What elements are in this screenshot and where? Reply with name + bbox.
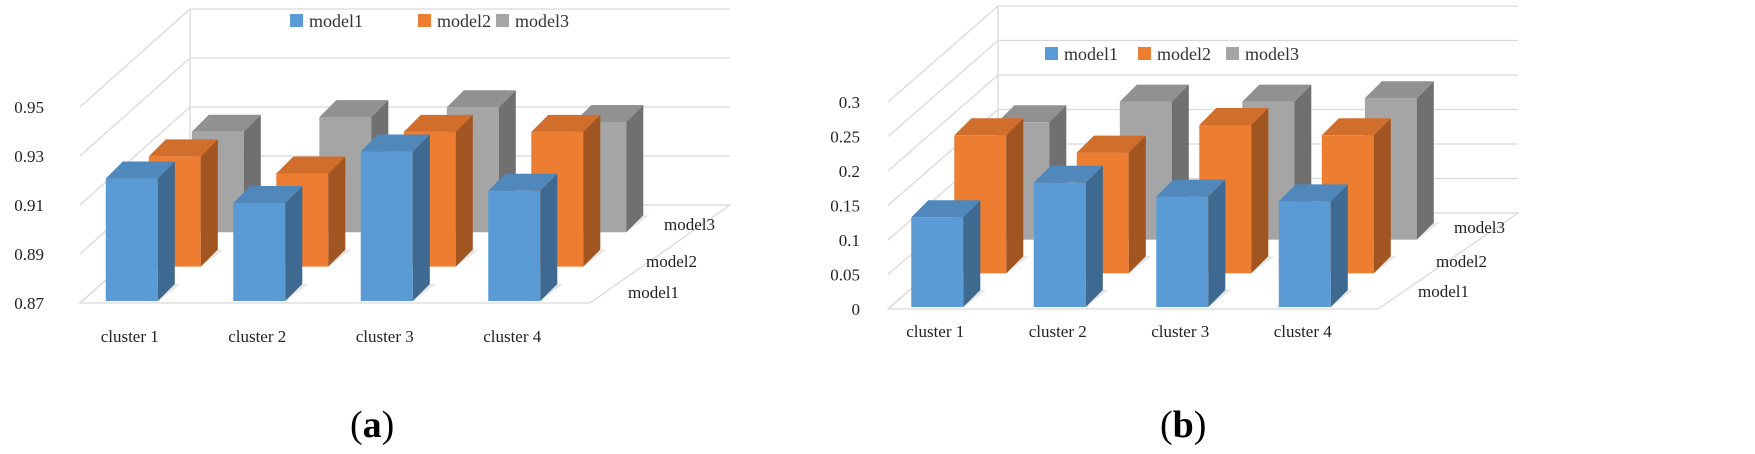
bars bbox=[911, 81, 1440, 307]
chart-b: 0 0.05 0.1 0.15 0.2 0.25 0.3 cluster 1 cluster 2… bbox=[830, 5, 1521, 341]
legend-label: model1 bbox=[309, 11, 363, 31]
depth-axis-label: model3 bbox=[1454, 218, 1505, 237]
legend-swatch bbox=[290, 14, 303, 27]
legend-swatch bbox=[496, 14, 509, 27]
x-category-label: cluster 2 bbox=[228, 327, 286, 346]
y-tick-label: 0.89 bbox=[14, 245, 44, 264]
y-tick-label: 0.25 bbox=[830, 128, 860, 147]
y-tick-label: 0.05 bbox=[830, 266, 860, 285]
y-tick-label: 0.87 bbox=[14, 294, 44, 313]
bar-model1-cluster-2 bbox=[1033, 165, 1109, 307]
bar-model1-cluster-3 bbox=[1156, 179, 1232, 307]
legend-swatch bbox=[1045, 47, 1058, 60]
bar-model1-cluster-1 bbox=[911, 200, 987, 307]
legend-label: model3 bbox=[515, 11, 569, 31]
x-category-label: cluster 4 bbox=[1274, 322, 1333, 341]
bar-model1-cluster-4 bbox=[1278, 184, 1354, 307]
bar-model1-cluster-1 bbox=[105, 161, 181, 301]
legend-swatch bbox=[1138, 47, 1151, 60]
y-tick-label: 0.3 bbox=[839, 93, 860, 112]
legend: model1 model2 model3 bbox=[1045, 44, 1299, 64]
bars bbox=[105, 90, 650, 301]
y-tick-label: 0.95 bbox=[14, 98, 44, 117]
legend-swatch bbox=[418, 14, 431, 27]
legend-label: model3 bbox=[1245, 44, 1299, 64]
y-tick-label: 0.91 bbox=[14, 196, 44, 215]
depth-axis-label: model2 bbox=[1436, 252, 1487, 271]
panel-label-a: (a) bbox=[350, 404, 395, 446]
y-tick-label: 0.15 bbox=[830, 197, 860, 216]
x-category-label: cluster 3 bbox=[1151, 322, 1209, 341]
bar-model1-cluster-3 bbox=[360, 134, 436, 301]
panel-label-b: (b) bbox=[1160, 404, 1207, 446]
legend-label: model2 bbox=[1157, 44, 1211, 64]
y-tick-label: 0.93 bbox=[14, 147, 44, 166]
legend-label: model1 bbox=[1064, 44, 1118, 64]
x-category-label: cluster 2 bbox=[1029, 322, 1087, 341]
bar-model1-cluster-2 bbox=[233, 186, 309, 301]
x-category-label: cluster 1 bbox=[906, 322, 964, 341]
y-tick-label: 0 bbox=[852, 300, 861, 319]
legend-label: model2 bbox=[437, 11, 491, 31]
x-category-label: cluster 1 bbox=[101, 327, 159, 346]
depth-axis-label: model1 bbox=[1418, 282, 1469, 301]
legend-swatch bbox=[1226, 47, 1239, 60]
bar-model1-cluster-4 bbox=[488, 173, 564, 301]
x-category-label: cluster 4 bbox=[483, 327, 542, 346]
depth-axis-label: model1 bbox=[628, 283, 679, 302]
depth-axis-label: model2 bbox=[646, 252, 697, 271]
chart-a: 0.87 0.89 0.91 0.93 0.95 cluster 1 cluster 2 cl… bbox=[14, 8, 733, 346]
legend: model1 model2 model3 bbox=[290, 11, 569, 31]
depth-axis-label: model3 bbox=[664, 215, 715, 234]
y-tick-label: 0.1 bbox=[839, 231, 860, 250]
x-category-label: cluster 3 bbox=[356, 327, 414, 346]
y-tick-label: 0.2 bbox=[839, 162, 860, 181]
